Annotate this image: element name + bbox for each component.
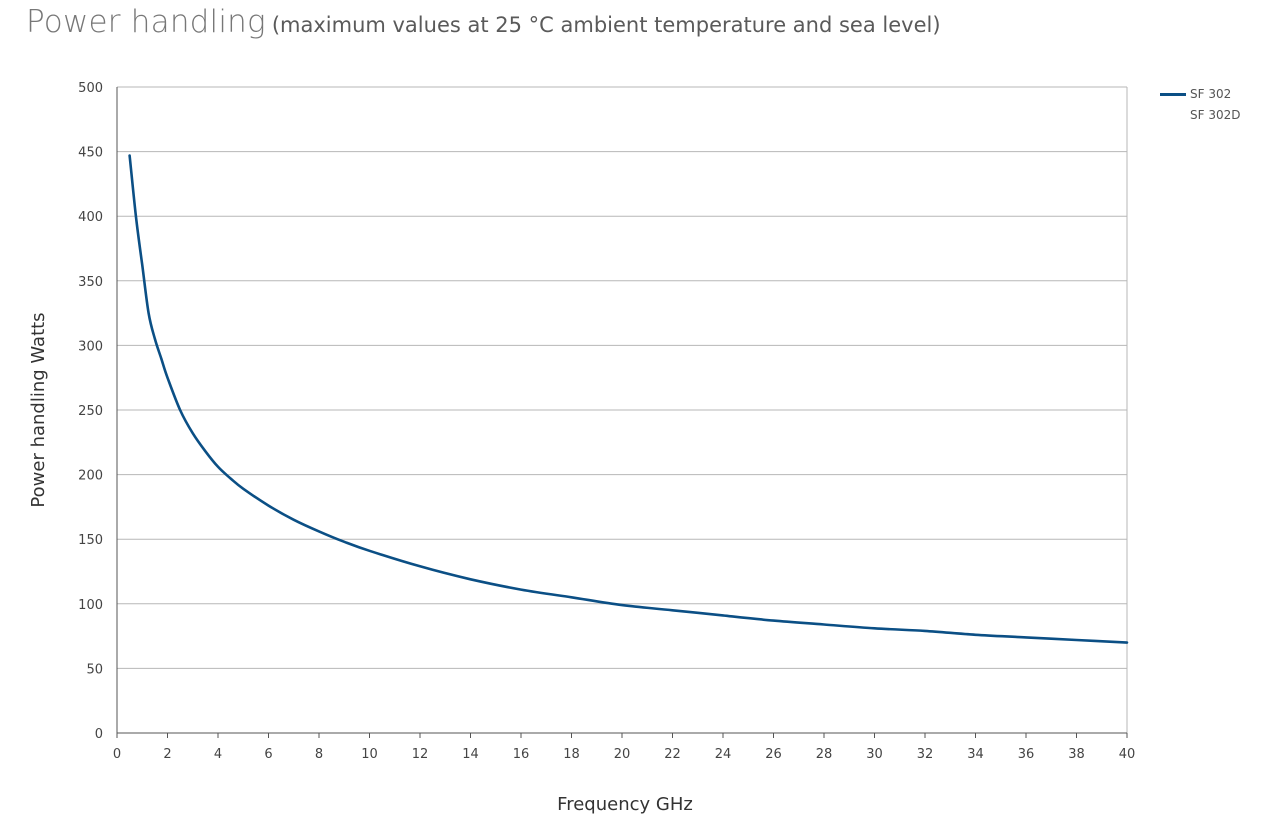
x-tick-label-24: 24 [715, 747, 732, 762]
x-tick-label-36: 36 [1018, 747, 1035, 762]
x-tick-label-6: 6 [264, 747, 272, 762]
x-tick-label-30: 30 [866, 747, 883, 762]
chart-title-block: Power handling (maximum values at 25 °C a… [26, 4, 941, 40]
x-tick-label-12: 12 [412, 747, 429, 762]
series-group [128, 154, 1129, 644]
x-tick-label-8: 8 [315, 747, 323, 762]
chart-title: Power handling [26, 4, 266, 40]
y-tick-label-500: 500 [78, 81, 103, 96]
x-tick-label-16: 16 [513, 747, 530, 762]
y-tick-label-350: 350 [78, 275, 103, 290]
legend-label: SF 302D [1190, 108, 1241, 122]
legend: SF 302 SF 302D [1160, 84, 1240, 126]
y-axis-label: Power handling Watts [28, 312, 49, 507]
x-tick-label-40: 40 [1119, 747, 1136, 762]
y-tick-label-0: 0 [95, 727, 103, 742]
x-tick-label-34: 34 [967, 747, 984, 762]
x-tick-label-2: 2 [163, 747, 171, 762]
y-tick-label-200: 200 [78, 469, 103, 484]
x-tick-label-32: 32 [917, 747, 934, 762]
x-tick-label-38: 38 [1068, 747, 1085, 762]
grid-lines [117, 86, 1128, 733]
x-axis-label: Frequency GHz [557, 794, 693, 815]
y-tick-label-300: 300 [78, 339, 103, 354]
x-tick-label-4: 4 [214, 747, 222, 762]
y-tick-label-100: 100 [78, 598, 103, 613]
y-tick-label-50: 50 [86, 662, 103, 677]
legend-item-sf-302: SF 302 [1160, 84, 1240, 105]
x-tick-label-20: 20 [614, 747, 631, 762]
x-tick-label-26: 26 [765, 747, 782, 762]
x-tick-label-0: 0 [113, 747, 121, 762]
legend-label: SF 302 [1190, 87, 1232, 101]
x-tick-label-22: 22 [664, 747, 681, 762]
legend-item-sf-302d: SF 302D [1160, 105, 1240, 126]
x-tick-label-10: 10 [361, 747, 378, 762]
y-tick-label-250: 250 [78, 404, 103, 419]
x-tick-label-18: 18 [563, 747, 580, 762]
x-tick-label-14: 14 [462, 747, 479, 762]
x-tick-labels: 0 2 4 6 8 10 12 14 16 18 20 22 24 26 28 30 32 34 36 38 40 [113, 747, 1135, 762]
y-tick-labels: 0 50 100 150 200 250 300 350 400 450 500 [78, 81, 103, 742]
y-tick-label-450: 450 [78, 146, 103, 161]
series-line-0 [128, 154, 1129, 644]
axes [116, 87, 1128, 738]
x-tick-label-28: 28 [816, 747, 833, 762]
legend-swatch [1160, 93, 1186, 96]
y-tick-label-150: 150 [78, 533, 103, 548]
chart-subtitle: (maximum values at 25 °C ambient tempera… [271, 13, 941, 37]
y-tick-label-400: 400 [78, 210, 103, 225]
